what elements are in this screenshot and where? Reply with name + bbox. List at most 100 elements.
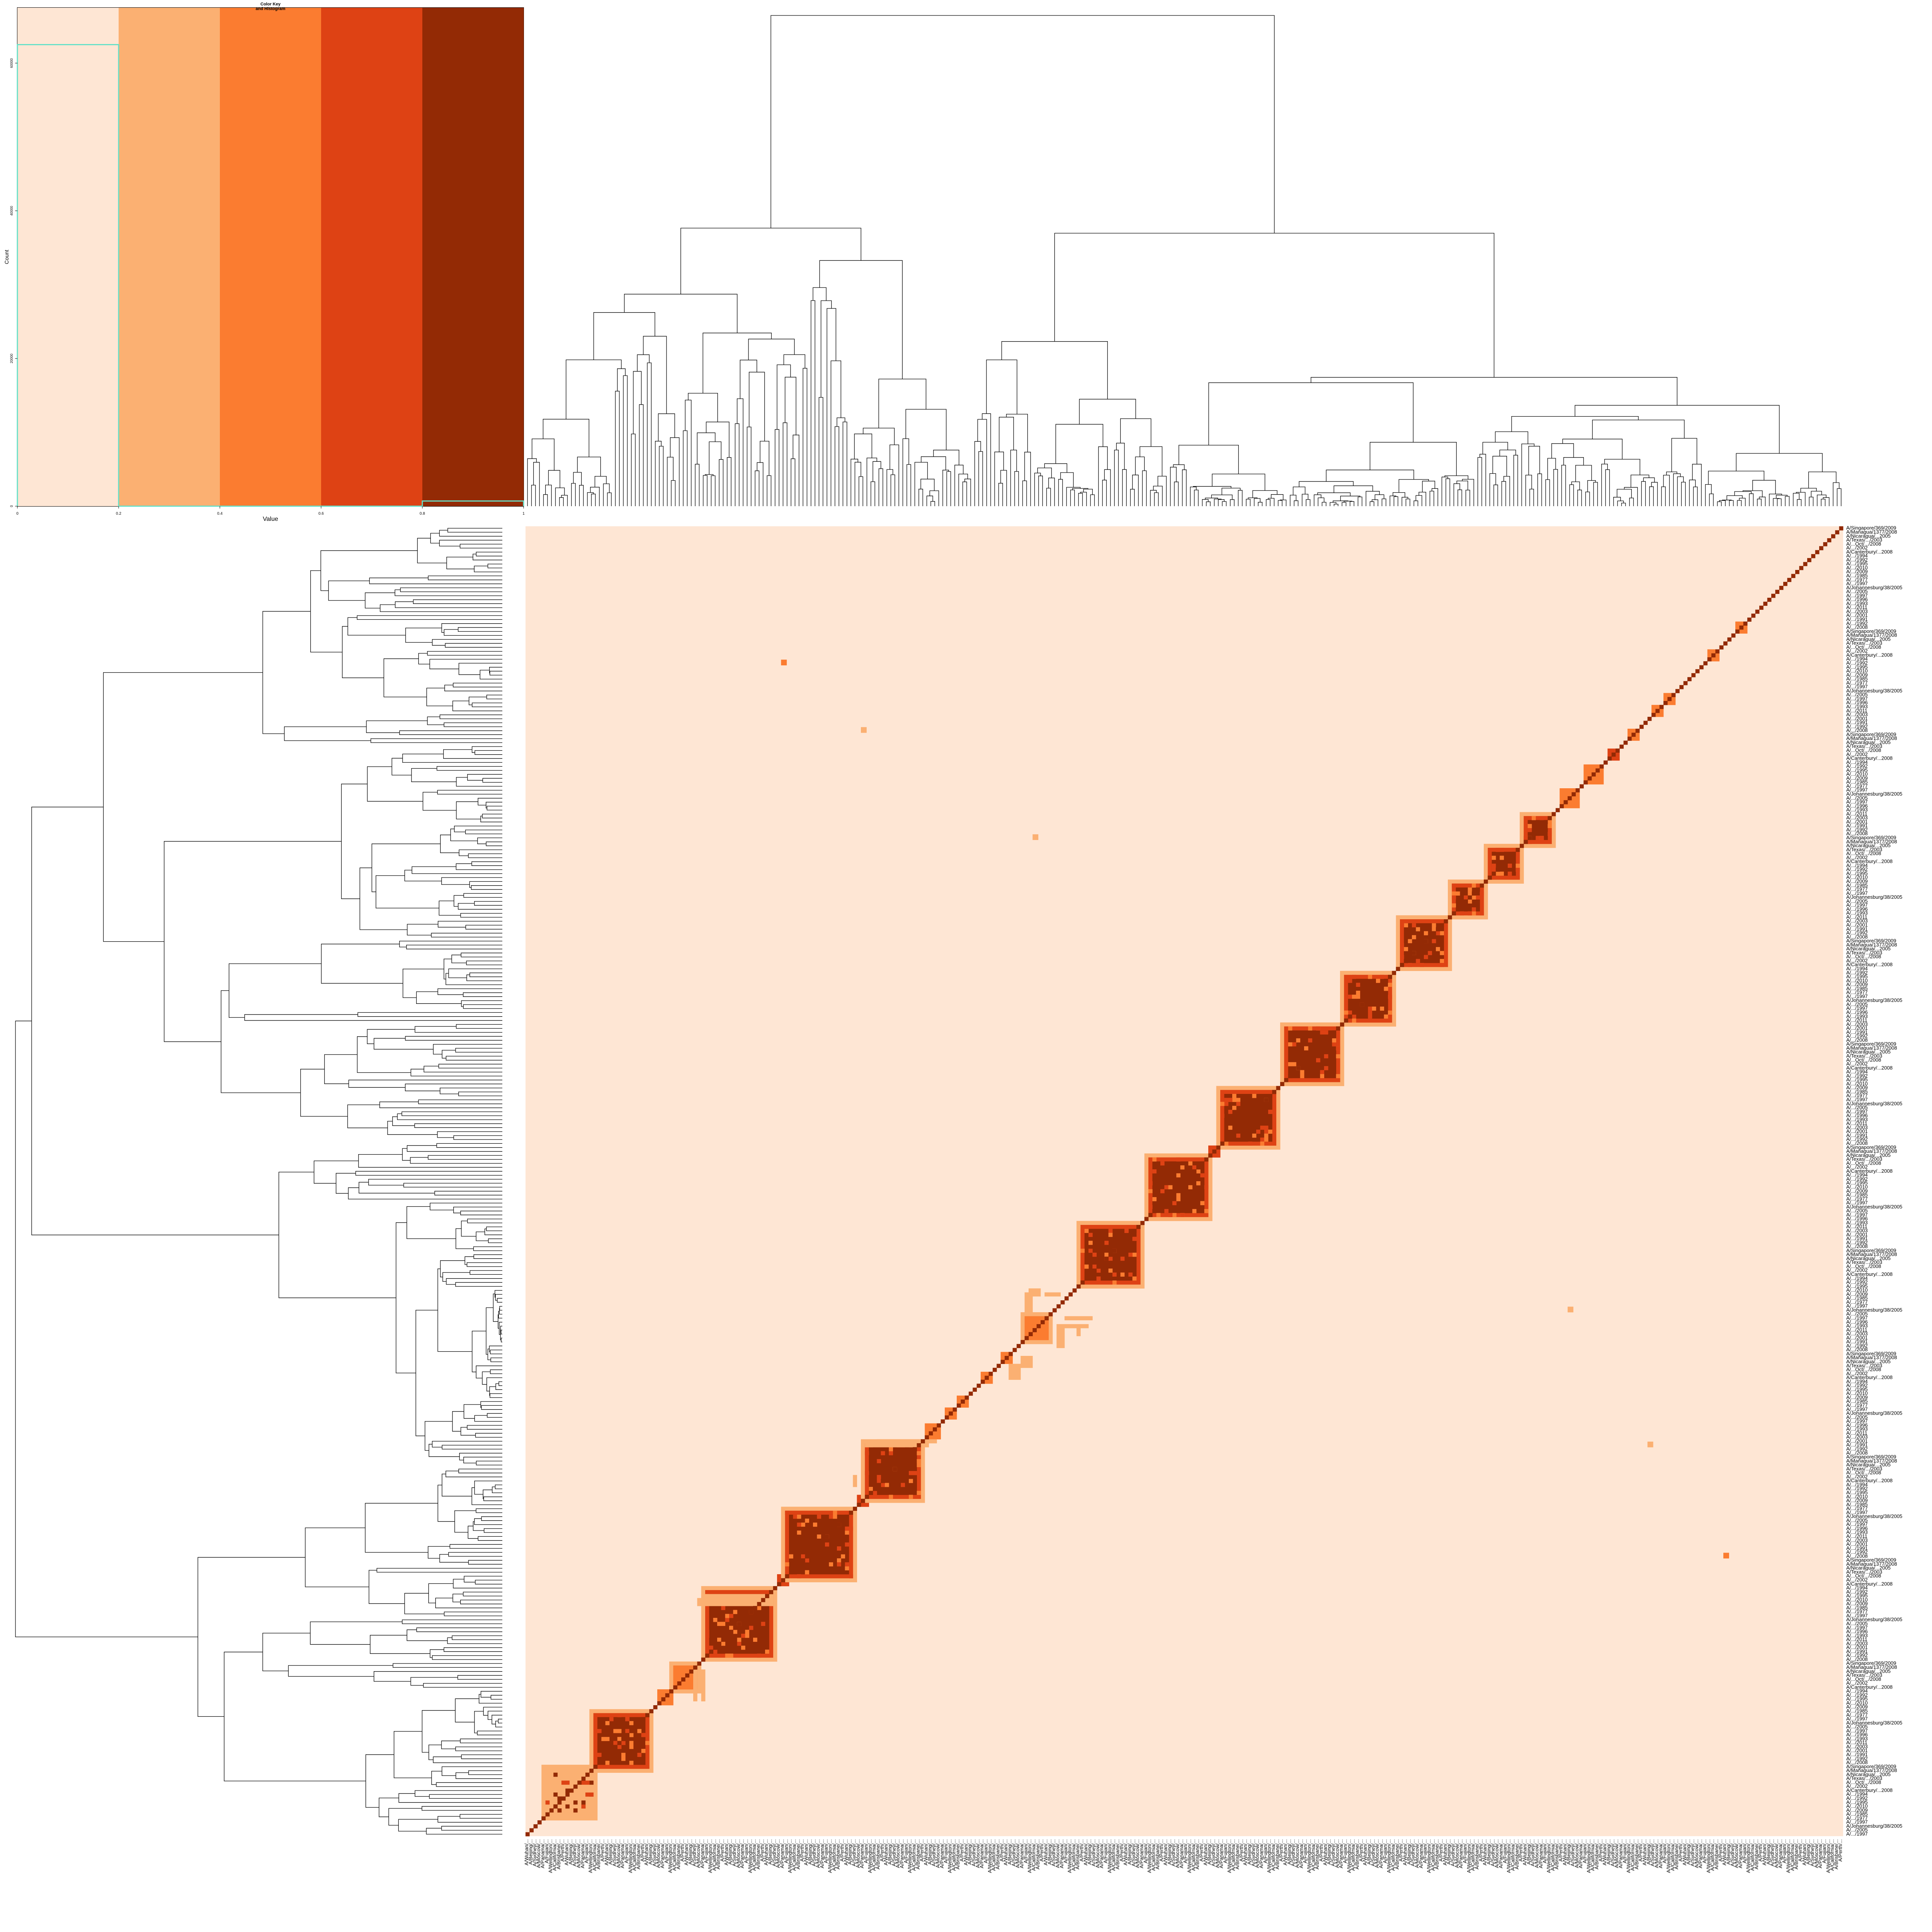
row-label: A/.../1996 — [1846, 1732, 1868, 1738]
diagonal-cell — [1048, 1312, 1053, 1316]
color-key-x-tick-label: 0 — [16, 512, 19, 516]
column-label: A/Fujian/... — [1821, 1839, 1827, 1863]
row-label: A/.../2009 — [1846, 1807, 1868, 1813]
column-label: A/Wuhan/... — [1482, 1839, 1488, 1866]
diagonal-cell — [553, 1804, 558, 1809]
column-label: A/Wellington/... — [1745, 1839, 1751, 1873]
dendrogram-branch — [461, 1221, 476, 1237]
cluster-speckle — [881, 1483, 885, 1487]
off-diagonal-block — [1029, 1288, 1041, 1297]
cluster-speckle — [1232, 1105, 1236, 1110]
cluster-speckle — [1412, 935, 1416, 939]
row-label: A/.../2008 — [1846, 1140, 1868, 1146]
dendrogram-branch — [639, 404, 644, 506]
cluster-speckle — [753, 1638, 757, 1642]
dendrogram-branch — [471, 1487, 502, 1505]
dendrogram-branch — [818, 397, 823, 506]
column-label: A/Panama/... — [1378, 1839, 1384, 1868]
cluster-speckle — [745, 1629, 750, 1634]
diagonal-cell — [1220, 1141, 1225, 1146]
dendrogram-branch — [1465, 490, 1470, 506]
diagonal-cell — [1072, 1288, 1077, 1293]
column-label: A/Wuhan/... — [1003, 1839, 1009, 1866]
cluster-speckle — [745, 1634, 750, 1638]
dendrogram-branch — [423, 1683, 502, 1688]
dendrogram-branch — [1604, 459, 1640, 475]
row-label: A/.../2005 — [1846, 1414, 1868, 1420]
dendrogram-branch — [429, 1745, 442, 1760]
dendrogram-branch — [1193, 486, 1231, 488]
dendrogram-branch — [406, 1206, 456, 1239]
diagonal-cell — [1328, 1034, 1332, 1039]
cluster-speckle — [1168, 1185, 1173, 1189]
row-label: A/.../2009 — [1846, 672, 1868, 678]
dendrogram-branch — [415, 1310, 438, 1436]
row-label: A/.../2008 — [1846, 934, 1868, 940]
row-label: A/.../1992 — [1846, 1383, 1868, 1388]
column-label: A/Beijing/... — [1047, 1839, 1053, 1865]
diagonal-cell — [1727, 637, 1732, 642]
column-label: A/Fujian/... — [1702, 1839, 1708, 1863]
off-diagonal-block — [1065, 1324, 1089, 1328]
column-label: A/Fujian/... — [1342, 1839, 1348, 1863]
row-label: A/Johannesburg/38/2005 — [1846, 1100, 1902, 1106]
column-label: A/Wellington/... — [1825, 1839, 1831, 1873]
column-label: A/Sydney/... — [1530, 1839, 1536, 1866]
diagonal-cell — [1532, 832, 1536, 836]
dendrogram-branch — [1222, 501, 1227, 506]
cluster-speckle — [1308, 1038, 1313, 1043]
cluster-speckle — [1468, 891, 1472, 896]
diagonal-cell — [725, 1634, 730, 1638]
column-label: A/Fujian/... — [1542, 1839, 1548, 1863]
column-label: A/Brisbane/... — [1793, 1839, 1799, 1869]
dendrogram-branch — [402, 1619, 502, 1624]
diagonal-cell — [877, 1483, 881, 1487]
dendrogram-branch — [447, 1637, 502, 1644]
cluster-speckle — [717, 1622, 721, 1626]
dendrogram-branch — [1130, 489, 1135, 506]
dendrogram-branch — [438, 1064, 502, 1068]
cluster-speckle — [1380, 975, 1384, 979]
dendrogram-branch — [474, 1415, 502, 1422]
isolated-cell — [861, 727, 867, 733]
diagonal-cell — [709, 1650, 714, 1654]
dendrogram-branch — [469, 697, 487, 705]
diagonal-cell — [1563, 800, 1568, 804]
dendrogram-branch — [837, 417, 845, 427]
row-label: A/.../2001 — [1846, 922, 1868, 928]
column-label: A/Wuhan/... — [684, 1839, 689, 1866]
cluster-speckle — [1524, 836, 1528, 840]
dendrogram-branch — [920, 479, 935, 491]
diagonal-cell — [561, 1796, 566, 1801]
column-label: A/Brisbane/... — [995, 1839, 1001, 1869]
dendrogram-branch — [946, 471, 951, 506]
column-label: A/Wuhan/... — [1322, 1839, 1328, 1866]
dendrogram-branch — [471, 885, 502, 890]
cluster-speckle — [1180, 1213, 1185, 1217]
cluster-speckle — [1368, 975, 1372, 979]
dendrogram-branch — [1381, 498, 1386, 506]
diagonal-cell — [1128, 1233, 1133, 1237]
row-label: A/.../1995 — [1846, 1386, 1868, 1392]
column-label: A/Sydney/... — [1690, 1839, 1696, 1866]
diagonal-cell — [1044, 1316, 1049, 1320]
row-label: A/.../1992 — [1846, 620, 1868, 626]
diagonal-cell — [1176, 1185, 1181, 1189]
row-label: A/Johannesburg/38/2005 — [1846, 1617, 1902, 1622]
dendrogram-branch — [467, 1425, 502, 1430]
row-label: A/.../2002 — [1846, 1267, 1868, 1273]
diagonal-cell — [1783, 582, 1787, 586]
dendrogram-branch — [1661, 486, 1666, 506]
diagonal-cell — [1320, 1042, 1325, 1047]
dendrogram-branch — [486, 694, 502, 699]
cluster-speckle — [637, 1729, 642, 1733]
dendrogram-branch — [490, 671, 502, 675]
dendrogram-branch — [1513, 455, 1518, 506]
color-key-x-tick-label: 0.4 — [217, 512, 223, 516]
column-label: A/Brisbane/... — [1714, 1839, 1719, 1869]
row-label: A/.../1995 — [1846, 767, 1868, 773]
dendrogram-branch — [974, 441, 981, 506]
cluster-speckle — [1264, 1126, 1269, 1130]
column-label: A/Panama/... — [699, 1839, 705, 1868]
diagonal-cell — [1276, 1086, 1281, 1090]
